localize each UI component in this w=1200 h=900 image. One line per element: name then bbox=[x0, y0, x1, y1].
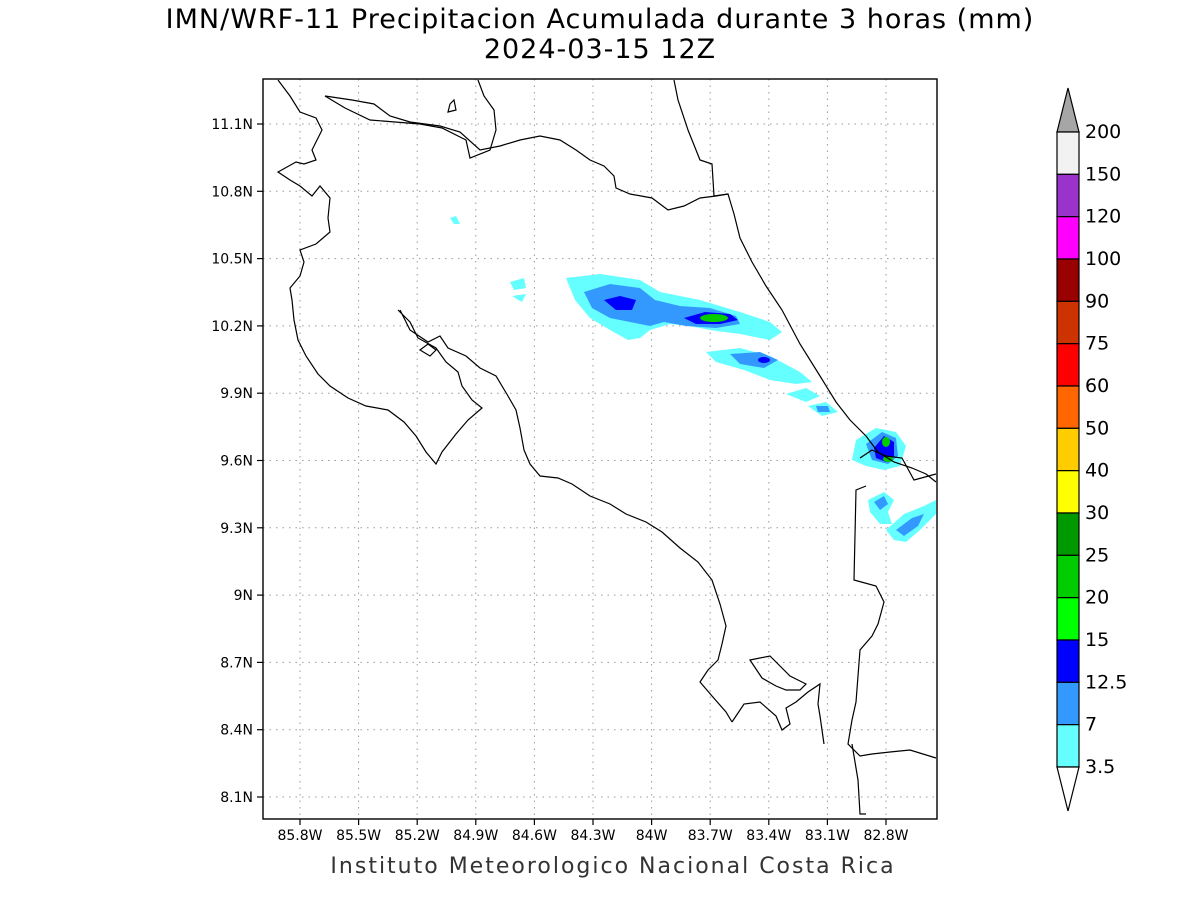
lat-tick-label: 10.2N bbox=[211, 319, 253, 335]
lon-tick-label: 83.4W bbox=[746, 828, 791, 844]
nicaragua-lake-shore bbox=[324, 79, 497, 159]
lat-tick-label: 10.5N bbox=[211, 252, 253, 268]
lagoon-outline bbox=[418, 343, 437, 357]
colorbar-segment bbox=[1056, 300, 1080, 345]
panama-border bbox=[859, 449, 937, 481]
colorbar-label: 40 bbox=[1085, 460, 1109, 482]
lon-tick-label: 85.8W bbox=[277, 828, 322, 844]
colorbar-segment bbox=[1056, 343, 1080, 387]
colorbar-label: 12.5 bbox=[1085, 671, 1127, 693]
lon-tick-label: 83.1W bbox=[805, 828, 850, 844]
lat-tick-label: 8.1N bbox=[220, 790, 253, 806]
colorbar-segment bbox=[1056, 385, 1080, 429]
panama-border-2 bbox=[851, 743, 866, 815]
nicaragua-border bbox=[324, 95, 729, 211]
colorbar-segment bbox=[1056, 427, 1080, 472]
map-title: IMN/WRF-11 Precipitacion Acumulada duran… bbox=[165, 4, 1035, 35]
colorbar-label: 50 bbox=[1085, 417, 1109, 439]
rain-patch-medium bbox=[816, 406, 830, 412]
credit-text: Instituto Meteorologico Nacional Costa R… bbox=[330, 854, 896, 879]
colorbar-segment bbox=[1056, 724, 1080, 768]
colorbar-segment bbox=[1056, 597, 1080, 641]
nicoya-gulf-coast bbox=[399, 309, 733, 723]
map-frame bbox=[262, 78, 938, 820]
colorbar-under-triangle bbox=[1056, 766, 1080, 812]
colorbar-label: 7 bbox=[1085, 714, 1097, 736]
colorbar-label: 75 bbox=[1085, 333, 1109, 355]
lat-tick-label: 8.4N bbox=[220, 723, 253, 739]
colorbar-label: 120 bbox=[1085, 206, 1121, 228]
colorbar-label: 15 bbox=[1085, 629, 1109, 651]
colorbar-label: 150 bbox=[1085, 163, 1121, 185]
lon-tick-label: 82.8W bbox=[863, 828, 908, 844]
colorbar-segment bbox=[1056, 512, 1080, 556]
pacific-coast-north bbox=[276, 79, 483, 466]
longitude-axis: 85.8W 85.5W 85.2W 84.9W 84.6W 84.3W 84W 83.7W 83… bbox=[277, 819, 909, 844]
colorbar-segment bbox=[1056, 216, 1080, 260]
colorbar-segment bbox=[1056, 470, 1080, 514]
colorbar-segment bbox=[1056, 258, 1080, 302]
lat-tick-label: 9N bbox=[234, 588, 253, 604]
rain-patch-light bbox=[786, 388, 820, 402]
rain-patch-medium bbox=[896, 514, 924, 536]
lat-tick-label: 9.3N bbox=[220, 521, 253, 537]
colorbar-label: 30 bbox=[1085, 502, 1109, 524]
rain-core-blue bbox=[604, 296, 636, 310]
osa-peninsula bbox=[731, 682, 825, 745]
rain-patch-light bbox=[450, 216, 460, 224]
colorbar-label: 100 bbox=[1085, 248, 1121, 270]
rain-core-green bbox=[700, 314, 728, 322]
colorbar-label: 20 bbox=[1085, 587, 1109, 609]
precipitation-fields bbox=[450, 216, 936, 542]
lon-tick-label: 85.2W bbox=[395, 828, 440, 844]
colorbar-segment bbox=[1056, 681, 1080, 726]
colorbar-segment bbox=[1056, 131, 1080, 175]
lat-tick-label: 10.8N bbox=[211, 184, 253, 200]
lon-tick-label: 84.6W bbox=[512, 828, 557, 844]
rain-core-blue bbox=[758, 357, 770, 363]
coastlines-and-borders bbox=[276, 79, 937, 815]
lon-tick-label: 84W bbox=[636, 828, 668, 844]
latitude-axis: 11.1N 10.8N 10.5N 10.2N 9.9N 9.6N 9.3N 9N 8.7N 8.… bbox=[211, 117, 263, 806]
panama-border-south bbox=[847, 485, 937, 759]
lon-tick-label: 84.9W bbox=[453, 828, 498, 844]
colorbar-label: 200 bbox=[1085, 121, 1121, 143]
rain-patch-light bbox=[512, 294, 526, 302]
map-date: 2024-03-15 12Z bbox=[483, 34, 717, 65]
colorbar-label: 90 bbox=[1085, 290, 1109, 312]
lat-tick-label: 9.9N bbox=[220, 386, 253, 402]
colorbar-segment bbox=[1056, 639, 1080, 683]
lon-tick-label: 84.3W bbox=[570, 828, 615, 844]
colorbar-over-triangle bbox=[1056, 87, 1080, 133]
rain-patch-medium bbox=[874, 496, 888, 510]
lat-tick-label: 8.7N bbox=[220, 655, 253, 671]
golfo-dulce bbox=[749, 655, 808, 691]
colorbar-label: 3.5 bbox=[1085, 756, 1115, 778]
colorbar-segment bbox=[1056, 554, 1080, 599]
rain-core-green bbox=[882, 437, 890, 447]
lat-tick-label: 11.1N bbox=[211, 117, 253, 133]
island-outline bbox=[447, 98, 457, 113]
colorbar-segment bbox=[1056, 173, 1080, 218]
lon-tick-label: 85.5W bbox=[336, 828, 381, 844]
colorbar-label: 25 bbox=[1085, 544, 1109, 566]
lat-tick-label: 9.6N bbox=[220, 454, 253, 470]
lon-tick-label: 83.7W bbox=[688, 828, 733, 844]
caribbean-coast bbox=[673, 79, 937, 483]
colorbar: 200 150 120 100 90 75 60 50 40 30 25 20 15 12.5 7 3.5 bbox=[1056, 87, 1127, 812]
rain-patch-light bbox=[510, 278, 526, 290]
colorbar-label: 60 bbox=[1085, 375, 1109, 397]
map-gridlines bbox=[263, 79, 937, 819]
rain-patch-medium bbox=[730, 352, 778, 368]
